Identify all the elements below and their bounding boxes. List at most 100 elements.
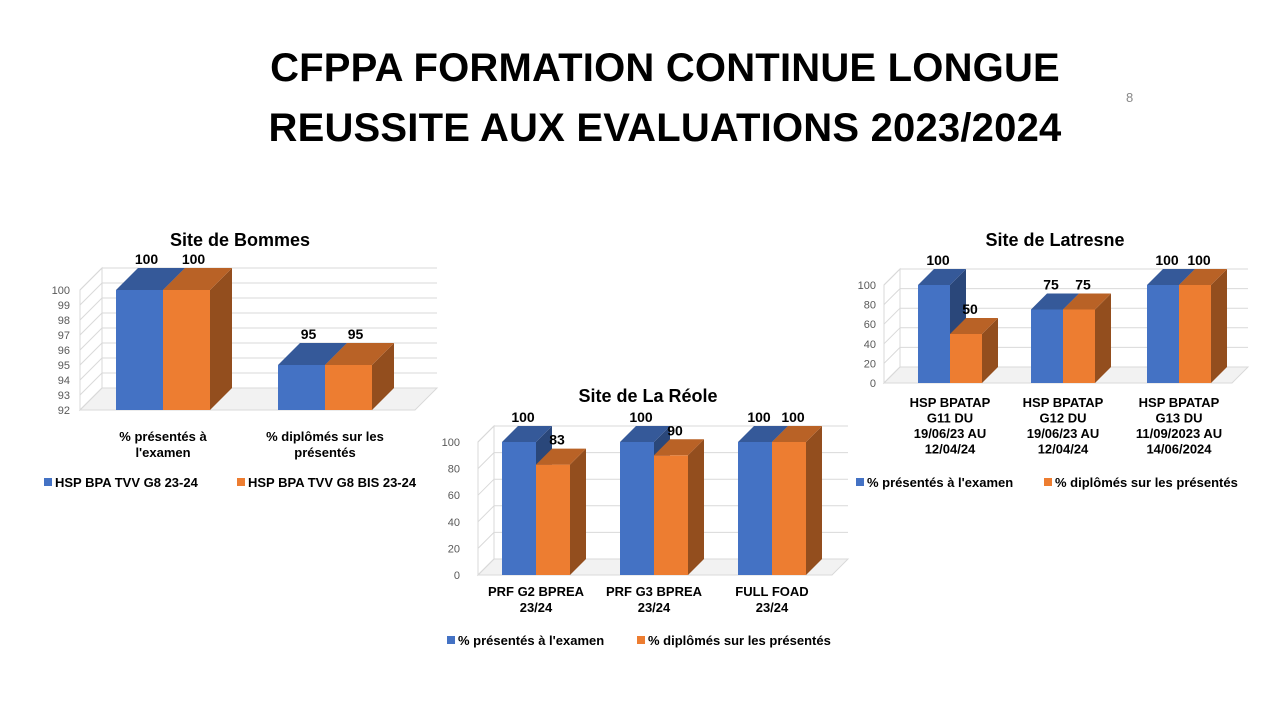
gridline-side bbox=[477, 478, 495, 496]
gridline-side bbox=[477, 532, 495, 549]
bar bbox=[772, 442, 806, 575]
gridline-side bbox=[79, 282, 103, 306]
bar-side bbox=[570, 448, 586, 575]
data-label: 100 bbox=[1187, 252, 1211, 268]
bar-top bbox=[654, 439, 704, 456]
data-label: 100 bbox=[781, 409, 805, 425]
category-label: HSP BPATAP bbox=[910, 395, 991, 410]
bar-side bbox=[1211, 269, 1227, 383]
gridline-side bbox=[477, 452, 495, 469]
y-tick-label: 80 bbox=[864, 300, 876, 312]
gridline-side bbox=[883, 307, 901, 325]
gridline-side bbox=[883, 288, 901, 305]
category-label: l'examen bbox=[135, 445, 190, 460]
category-label: G12 DU bbox=[1040, 411, 1087, 426]
bar-side bbox=[982, 318, 998, 383]
y-tick-label: 20 bbox=[448, 543, 460, 555]
y-tick-label: 0 bbox=[454, 570, 460, 582]
bar bbox=[116, 290, 163, 410]
bar-top bbox=[1179, 269, 1227, 285]
bar-top bbox=[502, 426, 552, 442]
chart-title: Site de Latresne bbox=[985, 230, 1124, 250]
gridline-side bbox=[477, 558, 495, 576]
bar bbox=[918, 285, 950, 383]
y-tick-label: 20 bbox=[864, 358, 876, 370]
category-label: 11/09/2023 AU bbox=[1136, 426, 1222, 441]
bar-top bbox=[163, 268, 232, 290]
side-wall bbox=[883, 267, 901, 385]
gridline-side bbox=[883, 347, 901, 364]
y-tick-label: 100 bbox=[442, 437, 460, 449]
legend-swatch bbox=[44, 478, 52, 486]
category-label: G13 DU bbox=[1156, 411, 1203, 426]
legend-label: % diplômés sur les présentés bbox=[648, 633, 831, 648]
category-label: 23/24 bbox=[756, 600, 789, 615]
gridline-side bbox=[79, 312, 103, 336]
y-tick-label: 80 bbox=[448, 464, 460, 476]
gridline-side bbox=[883, 327, 901, 345]
gridline-side bbox=[79, 357, 103, 381]
category-label: 12/04/24 bbox=[925, 442, 976, 457]
bar-top bbox=[620, 426, 670, 442]
category-label: 23/24 bbox=[520, 600, 553, 615]
y-tick-label: 0 bbox=[870, 378, 876, 390]
legend-label: % présentés à l'examen bbox=[867, 475, 1013, 490]
category-label: % présentés à bbox=[119, 429, 207, 444]
gridline-side bbox=[477, 425, 495, 443]
gridline-side bbox=[79, 387, 103, 411]
category-label: 14/06/2024 bbox=[1146, 442, 1212, 457]
chart-title: Site de La Réole bbox=[578, 386, 717, 406]
slide-title-line-1: CFPPA FORMATION CONTINUE LONGUE bbox=[270, 46, 1060, 90]
bar-top bbox=[278, 343, 347, 365]
slide-number: 8 bbox=[1126, 90, 1134, 105]
gridline-side bbox=[79, 342, 103, 366]
bar-top bbox=[738, 426, 788, 442]
bar bbox=[620, 442, 654, 575]
data-label: 100 bbox=[926, 252, 950, 268]
bar-top bbox=[536, 448, 586, 465]
slide-title-line-2: REUSSITE AUX EVALUATIONS 2023/2024 bbox=[268, 106, 1062, 150]
bar-side bbox=[688, 439, 704, 575]
category-label: G11 DU bbox=[927, 411, 973, 426]
gridline-side bbox=[79, 372, 103, 396]
bar bbox=[1147, 285, 1179, 383]
data-label: 83 bbox=[549, 432, 565, 448]
legend-label: % présentés à l'examen bbox=[458, 633, 604, 648]
legend-swatch bbox=[447, 636, 455, 644]
data-label: 100 bbox=[1155, 252, 1179, 268]
category-label: 19/06/23 AU bbox=[914, 426, 987, 441]
legend-swatch bbox=[637, 636, 645, 644]
y-tick-label: 99 bbox=[58, 300, 70, 312]
category-label: % diplômés sur les bbox=[266, 429, 384, 444]
data-label: 100 bbox=[182, 251, 206, 267]
bar bbox=[325, 365, 372, 410]
category-label: 12/04/24 bbox=[1038, 442, 1089, 457]
legend-label: HSP BPA TVV G8 BIS 23-24 bbox=[248, 475, 417, 490]
gridline-side bbox=[883, 366, 901, 384]
bar-top bbox=[950, 318, 998, 334]
bar bbox=[738, 442, 772, 575]
gridline-side bbox=[79, 267, 103, 291]
bar bbox=[1063, 309, 1095, 383]
category-label: HSP BPATAP bbox=[1023, 395, 1104, 410]
data-label: 75 bbox=[1075, 277, 1091, 293]
bar bbox=[1031, 309, 1063, 383]
y-tick-label: 97 bbox=[58, 330, 70, 342]
bar-side bbox=[806, 426, 822, 575]
bar-top bbox=[1063, 293, 1111, 310]
bar bbox=[278, 365, 325, 410]
data-label: 100 bbox=[747, 409, 771, 425]
category-label: FULL FOAD bbox=[735, 584, 808, 599]
data-label: 100 bbox=[135, 251, 159, 267]
bar bbox=[502, 442, 536, 575]
category-label: présentés bbox=[294, 445, 355, 460]
data-label: 100 bbox=[629, 409, 653, 425]
legend-label: % diplômés sur les présentés bbox=[1055, 475, 1238, 490]
gridline-side bbox=[477, 505, 495, 523]
bar-top bbox=[918, 269, 966, 285]
y-tick-label: 98 bbox=[58, 315, 70, 327]
gridline-side bbox=[883, 268, 901, 286]
